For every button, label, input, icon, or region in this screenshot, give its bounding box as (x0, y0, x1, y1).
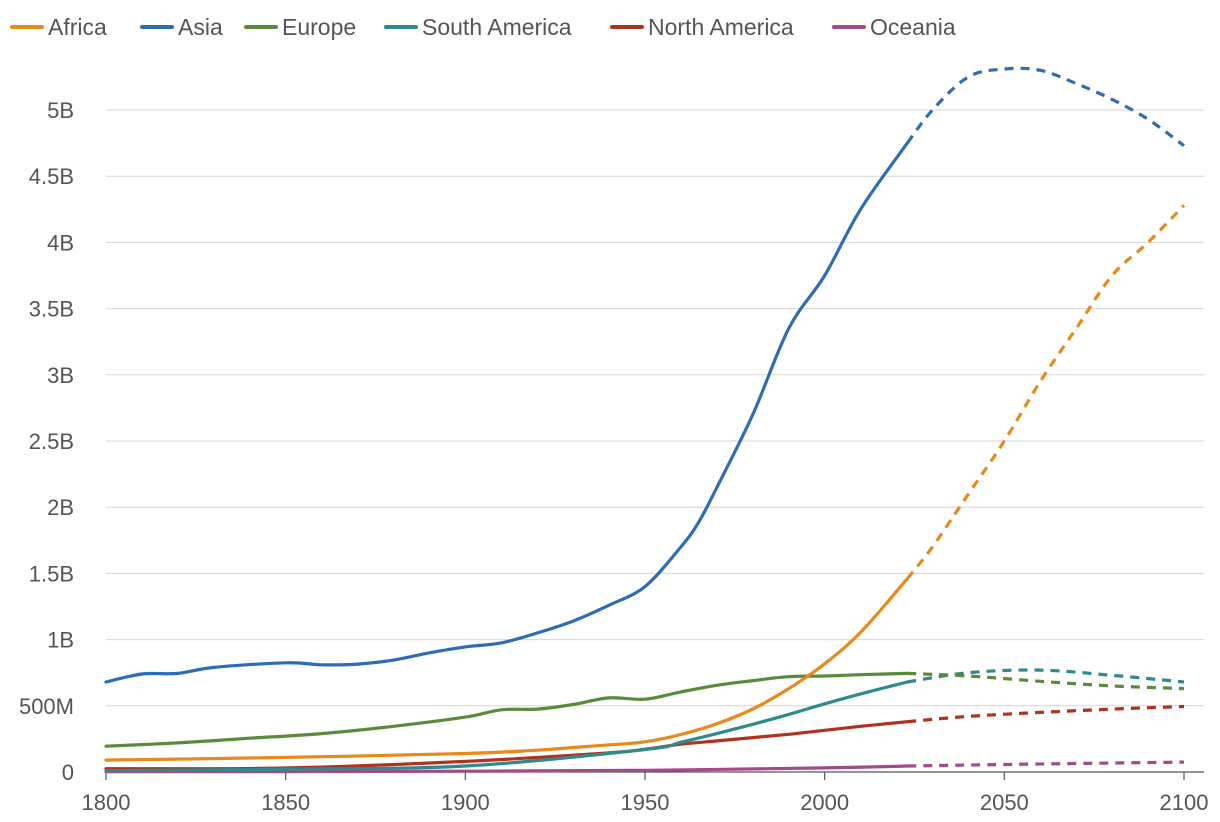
y-axis: 0 500M 1B 1.5B 2B 2.5B 3B 3.5B 4B 4.5B 5B (19, 98, 74, 785)
y-tick-label: 1.5B (29, 561, 74, 586)
series-projection-asia (906, 66, 1185, 147)
series-line-europe (104, 671, 909, 748)
x-tick-label: 1900 (441, 790, 490, 815)
gridlines (106, 109, 1204, 707)
y-tick-label: 5B (47, 98, 74, 123)
legend-item-asia[interactable]: Asia (140, 14, 223, 40)
legend-label: North America (648, 14, 794, 40)
legend-label: Oceania (870, 14, 956, 40)
x-tick-label: 2050 (980, 790, 1029, 815)
x-axis: 1800 1850 1900 1950 2000 2050 2100 (82, 771, 1209, 815)
legend-label: South America (422, 14, 572, 40)
y-tick-label: 0 (62, 760, 74, 785)
series-line-africa (104, 577, 909, 762)
series-line-asia (104, 141, 909, 684)
y-tick-label: 2B (47, 495, 74, 520)
x-tick-label: 2000 (800, 790, 849, 815)
x-tick-label: 1850 (261, 790, 310, 815)
y-tick-label: 3B (47, 363, 74, 388)
y-tick-label: 3.5B (29, 297, 74, 322)
series-line-oceania (104, 764, 909, 774)
y-tick-label: 2.5B (29, 429, 74, 454)
legend-item-oceania[interactable]: Oceania (832, 14, 956, 40)
series-projection-africa (906, 204, 1186, 580)
legend-label: Africa (48, 14, 107, 40)
x-tick-label: 1950 (621, 790, 670, 815)
x-tick-label: 2100 (1160, 790, 1209, 815)
legend: Africa Asia Europe South America North Ameri… (10, 14, 956, 40)
y-tick-label: 4.5B (29, 164, 74, 189)
series-projection-europe (907, 671, 1185, 691)
legend-item-north-america[interactable]: North America (610, 14, 794, 40)
legend-item-europe[interactable]: Europe (244, 14, 356, 40)
legend-label: Asia (178, 14, 223, 40)
legend-label: Europe (282, 14, 356, 40)
x-tick-label: 1800 (82, 790, 131, 815)
legend-item-south-america[interactable]: South America (384, 14, 572, 40)
legend-item-africa[interactable]: Africa (10, 14, 107, 40)
y-tick-label: 4B (47, 230, 74, 255)
series-projection-oceania (907, 760, 1185, 768)
series-line-south-america (104, 680, 909, 773)
series-projection-south-america (907, 668, 1185, 684)
series-projection-north-america (907, 704, 1185, 724)
y-tick-label: 500M (19, 694, 74, 719)
series-lines (104, 66, 1186, 774)
y-tick-label: 1B (47, 628, 74, 653)
